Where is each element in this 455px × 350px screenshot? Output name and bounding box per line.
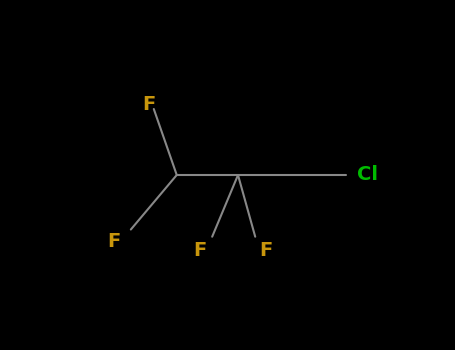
Text: F: F (259, 241, 272, 260)
Text: Cl: Cl (357, 166, 378, 184)
Text: F: F (193, 241, 207, 260)
Text: F: F (142, 94, 155, 113)
Text: F: F (107, 232, 121, 251)
